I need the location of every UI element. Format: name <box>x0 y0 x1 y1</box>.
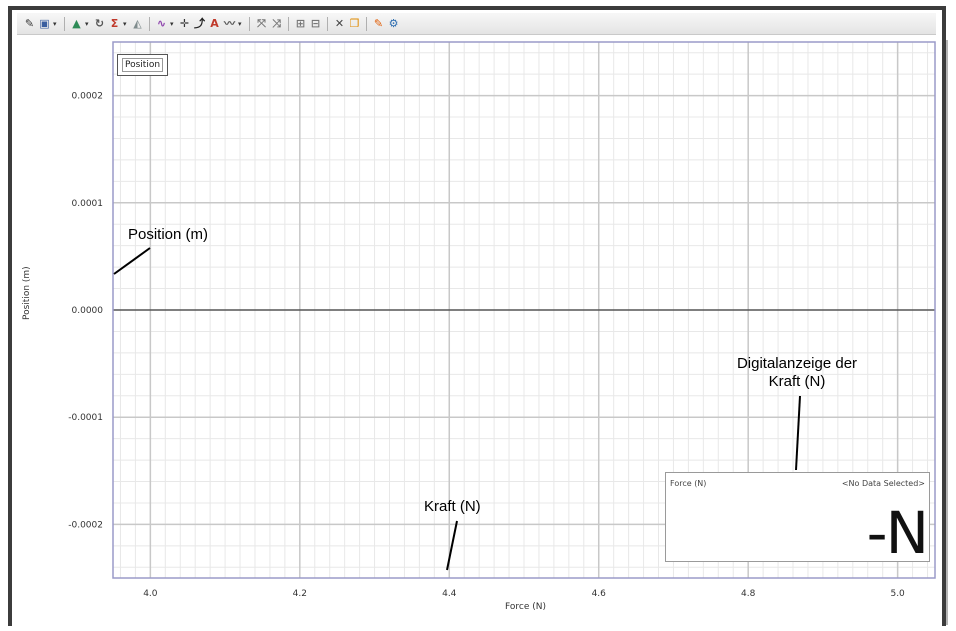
digits-display-value: -N <box>866 499 929 567</box>
annotation-digital-line2: Kraft (N) <box>768 373 826 390</box>
marker-icon[interactable]: ✎ <box>373 17 384 30</box>
annotation-digital-display: Digitalanzeige der Kraft (N) <box>722 355 872 391</box>
annotation-digital-line1: Digitalanzeige der <box>736 355 858 372</box>
y-axis-title[interactable]: Position (m) <box>22 266 32 320</box>
series-icon[interactable]: 〰 <box>224 17 235 30</box>
y-tick-label: 0.0001 <box>72 199 104 209</box>
annotation-force: Kraft (N) <box>424 498 481 515</box>
toolbar-separator <box>249 16 250 31</box>
x-tick-label: 4.4 <box>442 589 457 599</box>
text-annotation-icon[interactable]: A <box>210 17 219 30</box>
edit-icon[interactable]: ✎ <box>24 17 35 30</box>
sigma-icon[interactable]: Σ <box>110 17 119 30</box>
y-tick-label: -0.0001 <box>68 413 103 423</box>
y-tick-label: -0.0002 <box>68 520 103 530</box>
graph-select-icon[interactable]: ▣ <box>39 17 50 30</box>
y-tick-label: 0.0000 <box>72 306 104 316</box>
digits-display[interactable]: Force (N) <No Data Selected> -N <box>665 472 930 567</box>
annotation-position: Position (m) <box>128 226 209 243</box>
chevron-down-icon[interactable]: ▾ <box>238 19 242 28</box>
slope-icon[interactable]: ⤴ <box>194 17 205 30</box>
chevron-down-icon[interactable]: ▾ <box>53 19 57 28</box>
x-tick-label: 4.0 <box>143 589 158 599</box>
zoom-fit-icon[interactable]: ⤨ <box>272 17 281 30</box>
x-tick-label: 4.8 <box>741 589 756 599</box>
curve-fit-icon[interactable]: ∿ <box>156 17 167 30</box>
toolbar-separator <box>64 16 65 31</box>
scale-icon[interactable]: ▲ <box>72 17 81 30</box>
x-axis-title[interactable]: Force (N) <box>505 602 546 612</box>
x-tick-label: 4.2 <box>293 589 307 599</box>
delete-icon[interactable]: ✕ <box>334 17 345 30</box>
toolbar-separator <box>327 16 328 31</box>
toolbar-separator <box>288 16 289 31</box>
refresh-icon[interactable]: ↻ <box>94 17 105 30</box>
digits-display-state: <No Data Selected> <box>841 479 925 488</box>
graph-toolbar: ✎ ▣ ▾ ▲ ▾ ↻ Σ ▾ ◭ ∿ ▾ ✛ ⤴ A 〰 ▾ ⤧ ⤨ ⊞ ⊟ ✕ ❐ ✎ ⚙ <box>17 13 936 35</box>
plot-border <box>112 41 936 579</box>
area-icon[interactable]: ◭ <box>133 17 142 30</box>
crosshair-icon[interactable]: ✛ <box>179 17 190 30</box>
toolbar-separator <box>366 16 367 31</box>
grid-icon[interactable]: ⊟ <box>310 17 321 30</box>
chevron-down-icon[interactable]: ▾ <box>170 19 174 28</box>
digits-display-label: Force (N) <box>670 479 707 488</box>
graph-legend[interactable]: Position <box>117 54 169 76</box>
legend-entry-position: Position <box>122 58 164 72</box>
x-tick-label: 4.6 <box>592 589 607 599</box>
y-tick-label: 0.0002 <box>72 92 104 102</box>
zoom-icon[interactable]: ⤧ <box>257 17 266 30</box>
window-edge <box>946 40 948 625</box>
x-tick-label: 5.0 <box>890 589 905 599</box>
axis-icon[interactable]: ⊞ <box>295 17 306 30</box>
chevron-down-icon[interactable]: ▾ <box>85 19 89 28</box>
toolbar-separator <box>149 16 150 31</box>
copy-icon[interactable]: ❐ <box>349 17 360 30</box>
settings-icon[interactable]: ⚙ <box>388 17 399 30</box>
chevron-down-icon[interactable]: ▾ <box>123 19 127 28</box>
